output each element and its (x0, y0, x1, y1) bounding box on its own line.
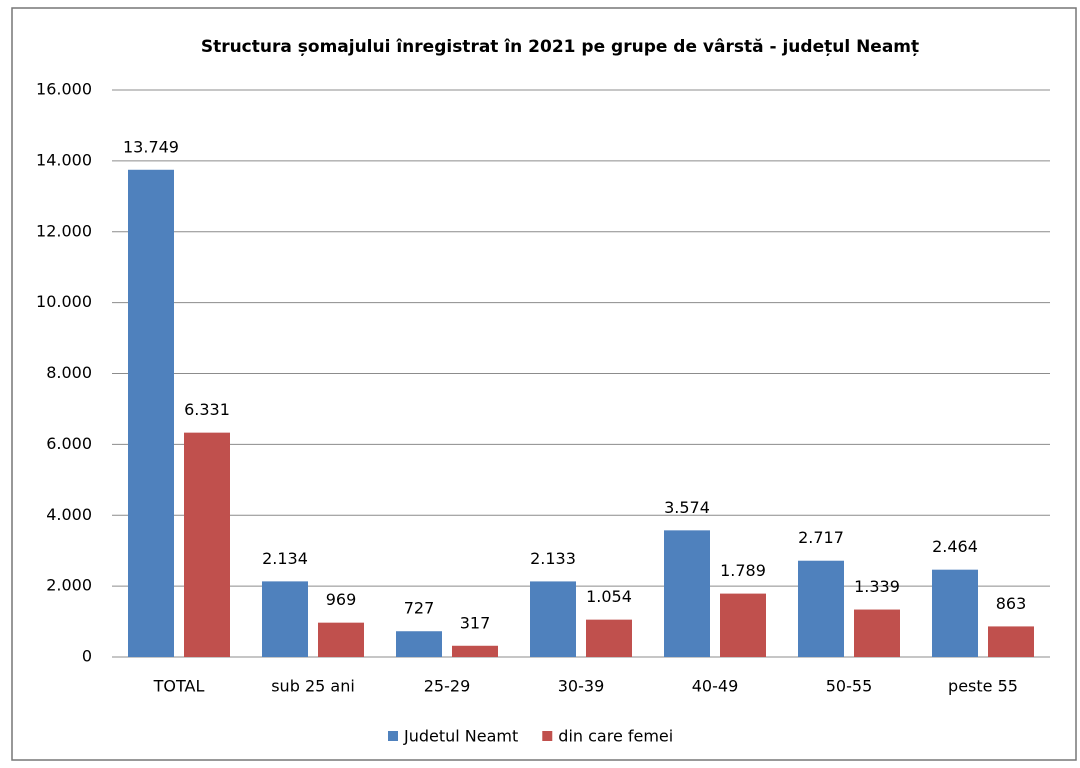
data-label: 3.574 (664, 498, 710, 517)
y-tick-label: 16.000 (36, 80, 92, 99)
bar (854, 609, 900, 657)
x-tick-label: 25-29 (424, 677, 471, 696)
bar (452, 645, 498, 657)
bar (184, 432, 230, 657)
bar (396, 631, 442, 657)
bar (586, 619, 632, 657)
bar (318, 622, 364, 657)
data-label: 863 (996, 594, 1027, 613)
data-label: 2.133 (530, 549, 576, 568)
data-label: 13.749 (123, 137, 179, 156)
bar (988, 626, 1034, 657)
bar (262, 581, 308, 657)
data-label: 2.464 (932, 537, 978, 556)
bar (128, 169, 174, 657)
data-label: 2.134 (262, 549, 308, 568)
data-label: 727 (404, 599, 435, 618)
data-label: 317 (460, 613, 491, 632)
legend-label: din care femei (558, 727, 673, 746)
y-tick-label: 4.000 (46, 505, 92, 524)
bar (664, 530, 710, 657)
chart-title: Structura șomajului înregistrat în 2021 … (201, 37, 919, 57)
y-tick-label: 8.000 (46, 363, 92, 382)
y-tick-label: 0 (82, 647, 92, 666)
bar (932, 569, 978, 657)
legend-swatch (388, 731, 398, 741)
x-tick-label: TOTAL (153, 677, 205, 696)
bar (720, 593, 766, 657)
y-tick-label: 10.000 (36, 292, 92, 311)
data-label: 969 (326, 590, 357, 609)
bar (530, 581, 576, 657)
x-tick-label: peste 55 (948, 677, 1018, 696)
data-label: 2.717 (798, 528, 844, 547)
y-tick-label: 6.000 (46, 434, 92, 453)
data-label: 6.331 (184, 400, 230, 419)
data-label: 1.054 (586, 587, 632, 606)
data-label: 1.339 (854, 577, 900, 596)
data-label: 1.789 (720, 561, 766, 580)
y-tick-label: 12.000 (36, 221, 92, 240)
x-tick-label: sub 25 ani (271, 677, 355, 696)
x-tick-label: 50-55 (826, 677, 873, 696)
x-tick-label: 30-39 (558, 677, 605, 696)
y-tick-label: 2.000 (46, 576, 92, 595)
bar (798, 560, 844, 657)
y-tick-label: 14.000 (36, 150, 92, 169)
legend-swatch (542, 731, 553, 741)
legend-label: Judetul Neamt (403, 727, 518, 746)
x-tick-label: 40-49 (692, 677, 739, 696)
